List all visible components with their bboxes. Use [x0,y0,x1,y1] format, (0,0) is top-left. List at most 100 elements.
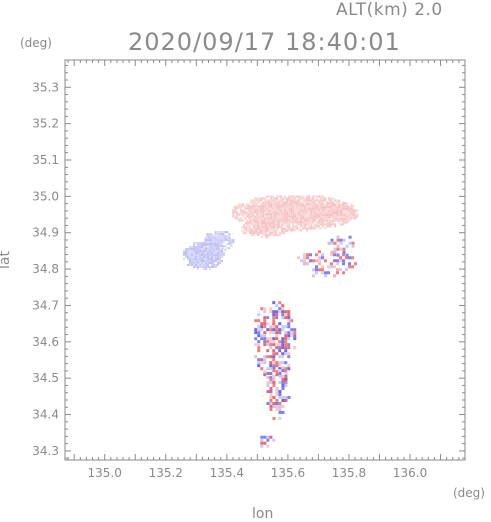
echo-cell [344,218,347,220]
echo-cell [193,262,196,264]
echo-cell [218,245,221,248]
echo-cell [199,244,202,246]
echo-cell [288,227,291,230]
echo-cell [278,396,282,399]
echo-cell [189,248,192,250]
echo-cell [246,203,249,206]
echo-cell [272,205,275,208]
echo-cell [205,256,208,258]
echo-cell [221,252,224,254]
echo-cell [214,241,217,244]
echo-cell [278,199,281,202]
echo-cell [199,248,202,250]
echo-cell [348,216,351,218]
echo-cell [272,195,275,198]
echo-cell [197,256,200,258]
echo-cell [352,206,355,208]
echo-cell [298,201,301,204]
echo-cell [257,358,261,362]
echo-cell [271,220,274,223]
echo-cell [292,229,295,232]
echo-cell [342,210,345,212]
echo-cell [275,340,279,344]
echo-cell [290,227,293,230]
echo-cell [219,260,222,262]
echo-cell [324,210,327,212]
echo-cell [326,221,329,224]
x-axis-unit: (deg) [453,486,485,500]
echo-cell [250,199,253,202]
echo-cell [261,220,264,223]
echo-cell [321,253,325,257]
echo-cell [254,328,258,332]
echo-cell [340,218,343,220]
echo-cell [257,228,260,231]
echo-cell [232,239,235,242]
echo-cell [266,316,270,320]
echo-cell [246,219,249,222]
echo-cell [253,224,256,227]
echo-cell [310,225,313,228]
echo-cell [308,227,311,230]
echo-cell [209,252,212,254]
echo-cell [197,246,200,248]
echo-cell [312,211,315,214]
echo-cell [264,209,267,212]
echo-cell [244,205,247,208]
echo-cell [316,199,319,202]
echo-cell [212,245,215,248]
echo-cell [320,206,323,208]
echo-cell [266,211,269,214]
echo-cell [278,209,281,212]
echo-cell [342,208,345,210]
echo-cell [272,340,276,344]
echo-cell [278,313,282,317]
echo-cell [306,207,309,210]
echo-cell [278,205,281,208]
echo-cell [344,204,347,206]
echo-cell [344,210,347,212]
echo-cell [209,260,212,262]
echo-cell [294,207,297,210]
echo-cell [210,243,213,246]
echo-cell [193,246,196,248]
echo-cell [278,201,281,204]
echo-cell [207,252,210,254]
echo-cell [320,223,323,226]
echo-cell [278,219,281,222]
echo-cell [210,235,213,238]
echo-cell [242,213,245,216]
echo-cell [275,361,279,365]
echo-cell [326,210,329,212]
echo-cell [269,387,273,390]
echo-cell [249,230,252,233]
echo-cell [272,361,276,365]
echo-cell [310,211,313,214]
echo-cell [281,411,285,414]
echo-cell [292,219,295,222]
echo-cell [270,201,273,204]
echo-cell [211,256,214,258]
echo-cell [205,268,208,270]
echo-cell [300,203,303,206]
echo-cell [306,205,309,208]
echo-cell [222,241,225,244]
echo-cell [265,236,268,239]
echo-cell [286,205,289,208]
echo-cell [284,195,287,198]
echo-cell [298,197,301,200]
echo-cell [238,205,241,208]
echo-cell [214,239,217,242]
echo-cell [199,252,202,254]
echo-cell [208,243,211,246]
echo-cell [266,340,270,344]
echo-cell [268,211,271,214]
echo-cell [287,396,291,399]
echo-cell [242,211,245,214]
echo-cell [292,205,295,208]
echo-cell [210,247,213,250]
echo-cell [266,444,270,448]
echo-cell [276,209,279,212]
echo-cell [298,213,301,216]
echo-cell [284,390,288,393]
